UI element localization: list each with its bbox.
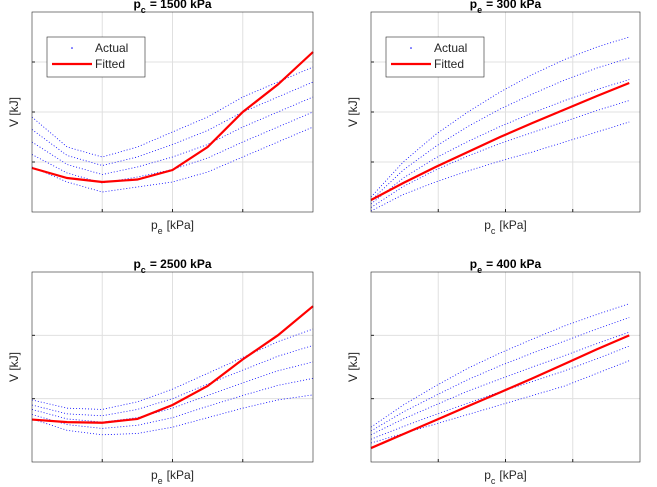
chart-title: pe = 300 kPa (470, 0, 542, 15)
actual-curve (370, 121, 630, 212)
x-axis-label-symbol: p (484, 468, 491, 482)
chart-title-text: = 400 kPa (486, 257, 541, 271)
actual-curve (370, 79, 630, 205)
legend-label: Fitted (95, 57, 125, 71)
chart-title-subscript: c (141, 265, 146, 275)
legend-label: Actual (434, 41, 467, 55)
actual-curve (370, 57, 630, 201)
x-axis-label-subscript: c (491, 476, 496, 486)
legend-marker (71, 47, 73, 49)
x-axis-label-text: [kPa] (499, 468, 526, 482)
legend-marker (410, 47, 412, 49)
legend: Actual Fitted (385, 36, 485, 78)
actual-curve (370, 360, 630, 444)
legend: Actual Fitted (46, 36, 146, 78)
x-axis-label-subscript: e (158, 476, 163, 486)
legend-box (46, 36, 146, 78)
x-axis-label-text: [kPa] (167, 218, 194, 232)
actual-curve (370, 317, 630, 432)
legend-label: Fitted (434, 57, 464, 71)
fitted-line (370, 81, 630, 201)
chart-title-subscript: e (477, 5, 482, 15)
chart-title: pc = 1500 kPa (133, 0, 211, 15)
x-axis-label: pc [kPa] (484, 468, 527, 486)
x-axis-label-text: [kPa] (167, 468, 194, 482)
x-axis-label-symbol: p (151, 218, 158, 232)
fitted-line (31, 51, 314, 184)
x-axis-label-symbol: p (151, 468, 158, 482)
chart-title-symbol: p (133, 257, 140, 271)
x-axis-label-text: [kPa] (499, 218, 526, 232)
fitted-line (370, 334, 630, 450)
chart-title-text: = 2500 kPa (150, 257, 212, 271)
actual-curve (370, 100, 630, 208)
chart-title: pe = 400 kPa (470, 257, 542, 275)
x-axis-label-symbol: p (484, 218, 491, 232)
actual-curve (370, 303, 630, 428)
actual-curve (31, 328, 314, 410)
x-axis-label: pe [kPa] (151, 218, 194, 236)
actual-curve (31, 378, 314, 429)
fitted-line (31, 305, 314, 424)
actual-curve (31, 81, 314, 166)
x-axis-label-subscript: c (491, 226, 496, 236)
chart-title-symbol: p (470, 0, 477, 11)
actual-curve (31, 361, 314, 423)
legend-label: Actual (95, 41, 128, 55)
x-axis-label: pe [kPa] (151, 468, 194, 486)
y-axis-label: V [kJ] (346, 352, 360, 382)
y-axis-label: V [kJ] (7, 352, 21, 382)
x-axis-label-subscript: e (158, 226, 163, 236)
chart-title-subscript: e (477, 265, 482, 275)
chart-title-symbol: p (133, 0, 140, 11)
y-axis-label: V [kJ] (346, 97, 360, 127)
chart-title-text: = 1500 kPa (150, 0, 212, 11)
y-axis-label: V [kJ] (7, 97, 21, 127)
actual-curve (31, 96, 314, 175)
legend-box (385, 36, 485, 78)
chart-title: pc = 2500 kPa (133, 257, 211, 275)
actual-curve (31, 66, 314, 158)
chart-title-text: = 300 kPa (486, 0, 541, 11)
x-axis-label: pc [kPa] (484, 218, 527, 236)
actual-curve (31, 394, 314, 436)
chart-title-subscript: c (141, 5, 146, 15)
chart-title-symbol: p (470, 257, 477, 271)
actual-curve (370, 345, 630, 440)
